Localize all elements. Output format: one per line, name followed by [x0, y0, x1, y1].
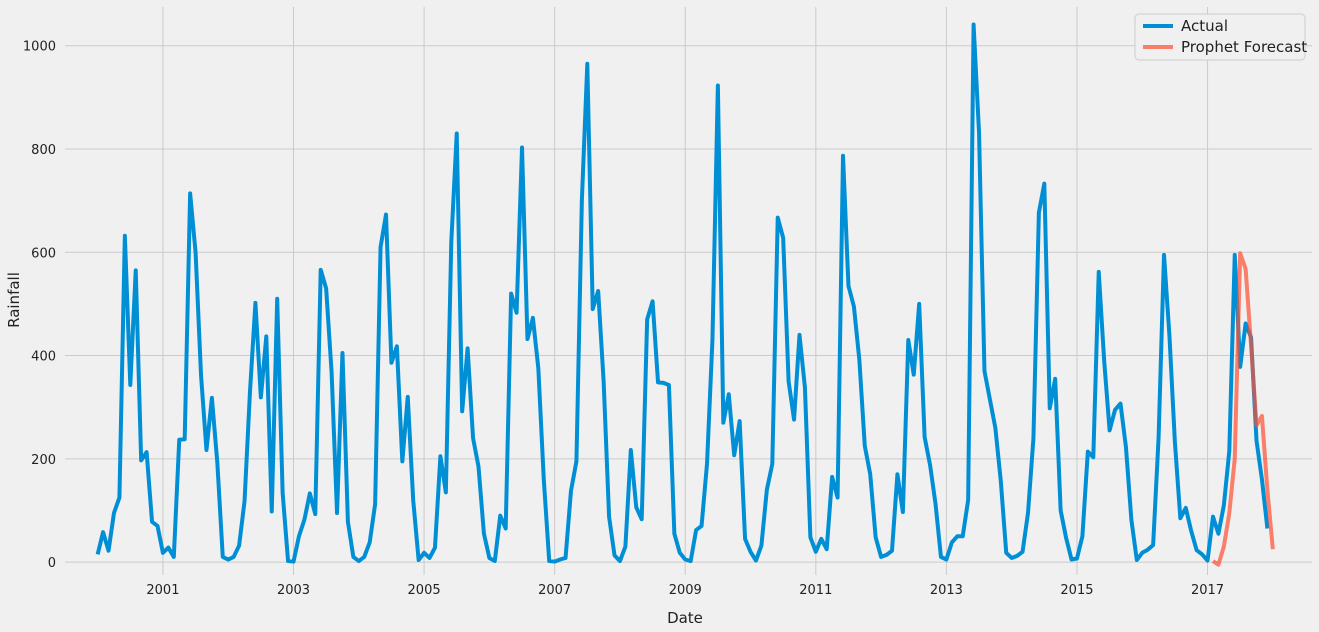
x-tick-label: 2013 [930, 583, 963, 598]
x-tick-label: 2017 [1191, 583, 1224, 598]
x-tick-label: 2015 [1060, 583, 1093, 598]
y-tick-label: 800 [31, 143, 56, 158]
series-line-actual [95, 22, 1270, 564]
y-tick-label: 0 [48, 556, 56, 571]
x-tick-label: 2005 [408, 583, 441, 598]
x-tick-label: 2011 [799, 583, 832, 598]
legend: Actual Prophet Forecast [1134, 13, 1307, 61]
y-tick-label: 200 [31, 453, 56, 468]
y-axis-label: Rainfall [5, 272, 23, 328]
x-tick-label: 2009 [669, 583, 702, 598]
x-tick-label: 2001 [146, 583, 179, 598]
y-tick-label: 600 [31, 246, 56, 261]
y-tick-label: 1000 [23, 40, 56, 55]
x-tick-label: 2003 [277, 583, 310, 598]
legend-label-actual: Actual [1181, 17, 1228, 35]
series-line-prophet-forecast [1211, 251, 1275, 567]
legend-box [1134, 13, 1306, 61]
x-tick-labels: 2001 2003 2005 2007 2009 2011 2013 2015 2017 [146, 583, 1224, 598]
x-axis-label: Date [667, 609, 703, 627]
legend-label-prophet-forecast: Prophet Forecast [1181, 38, 1307, 56]
y-tick-label: 400 [31, 350, 56, 365]
x-tick-label: 2007 [538, 583, 571, 598]
y-tick-labels: 0 200 400 600 800 1000 [23, 40, 56, 571]
series-layer [95, 22, 1275, 567]
